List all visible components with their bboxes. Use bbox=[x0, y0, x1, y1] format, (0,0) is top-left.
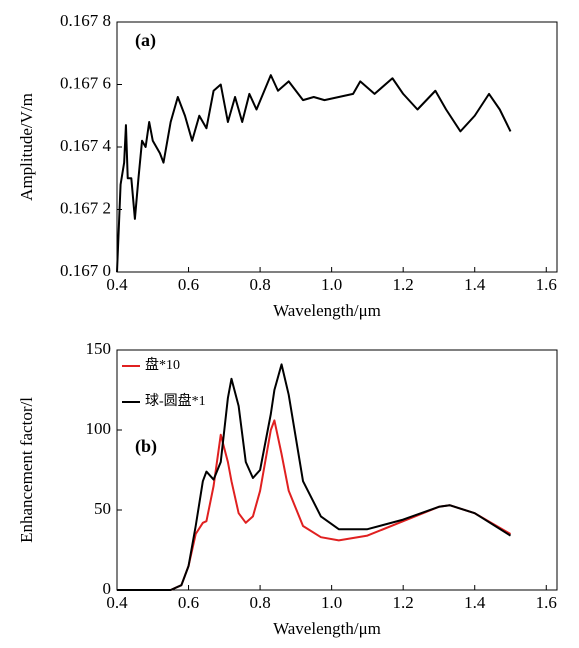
y-tick-label: 150 bbox=[86, 339, 112, 358]
x-tick-label: 0.6 bbox=[178, 593, 199, 612]
annotation: (a) bbox=[135, 30, 156, 51]
x-tick-label: 0.6 bbox=[178, 275, 199, 294]
x-axis-label: Wavelength/μm bbox=[273, 619, 381, 638]
y-tick-label: 0.167 4 bbox=[60, 136, 112, 155]
y-axis-label: Amplitude/V/m bbox=[17, 93, 36, 201]
y-tick-label: 0.167 0 bbox=[60, 261, 111, 280]
y-tick-label: 0.167 6 bbox=[60, 73, 111, 92]
annotation: (b) bbox=[135, 436, 157, 457]
legend-label: 球-圆盘*1 bbox=[145, 392, 206, 409]
x-tick-label: 1.0 bbox=[321, 593, 342, 612]
x-tick-label: 1.0 bbox=[321, 275, 342, 294]
x-tick-label: 0.4 bbox=[106, 275, 128, 294]
x-tick-label: 1.2 bbox=[393, 275, 414, 294]
x-tick-label: 1.4 bbox=[464, 593, 486, 612]
x-tick-label: 1.2 bbox=[393, 593, 414, 612]
x-tick-label: 1.6 bbox=[536, 593, 557, 612]
data-line bbox=[116, 74, 512, 273]
x-tick-label: 1.6 bbox=[536, 275, 557, 294]
y-tick-label: 0 bbox=[103, 579, 112, 598]
y-tick-label: 0.167 2 bbox=[60, 198, 111, 217]
plot-frame bbox=[116, 21, 558, 273]
data-line bbox=[117, 363, 512, 591]
x-tick-label: 0.8 bbox=[249, 275, 270, 294]
x-tick-label: 0.8 bbox=[249, 593, 270, 612]
y-tick-label: 0.167 8 bbox=[60, 11, 111, 30]
y-tick-label: 50 bbox=[94, 499, 111, 518]
data-line bbox=[117, 419, 512, 591]
y-tick-label: 100 bbox=[86, 419, 112, 438]
x-axis-label: Wavelength/μm bbox=[273, 301, 381, 320]
x-tick-label: 1.4 bbox=[464, 275, 486, 294]
y-axis-label: Enhancement factor/l bbox=[17, 397, 36, 543]
x-tick-label: 0.4 bbox=[106, 593, 128, 612]
plot-frame bbox=[116, 349, 558, 591]
legend-label: 盘*10 bbox=[145, 356, 180, 373]
